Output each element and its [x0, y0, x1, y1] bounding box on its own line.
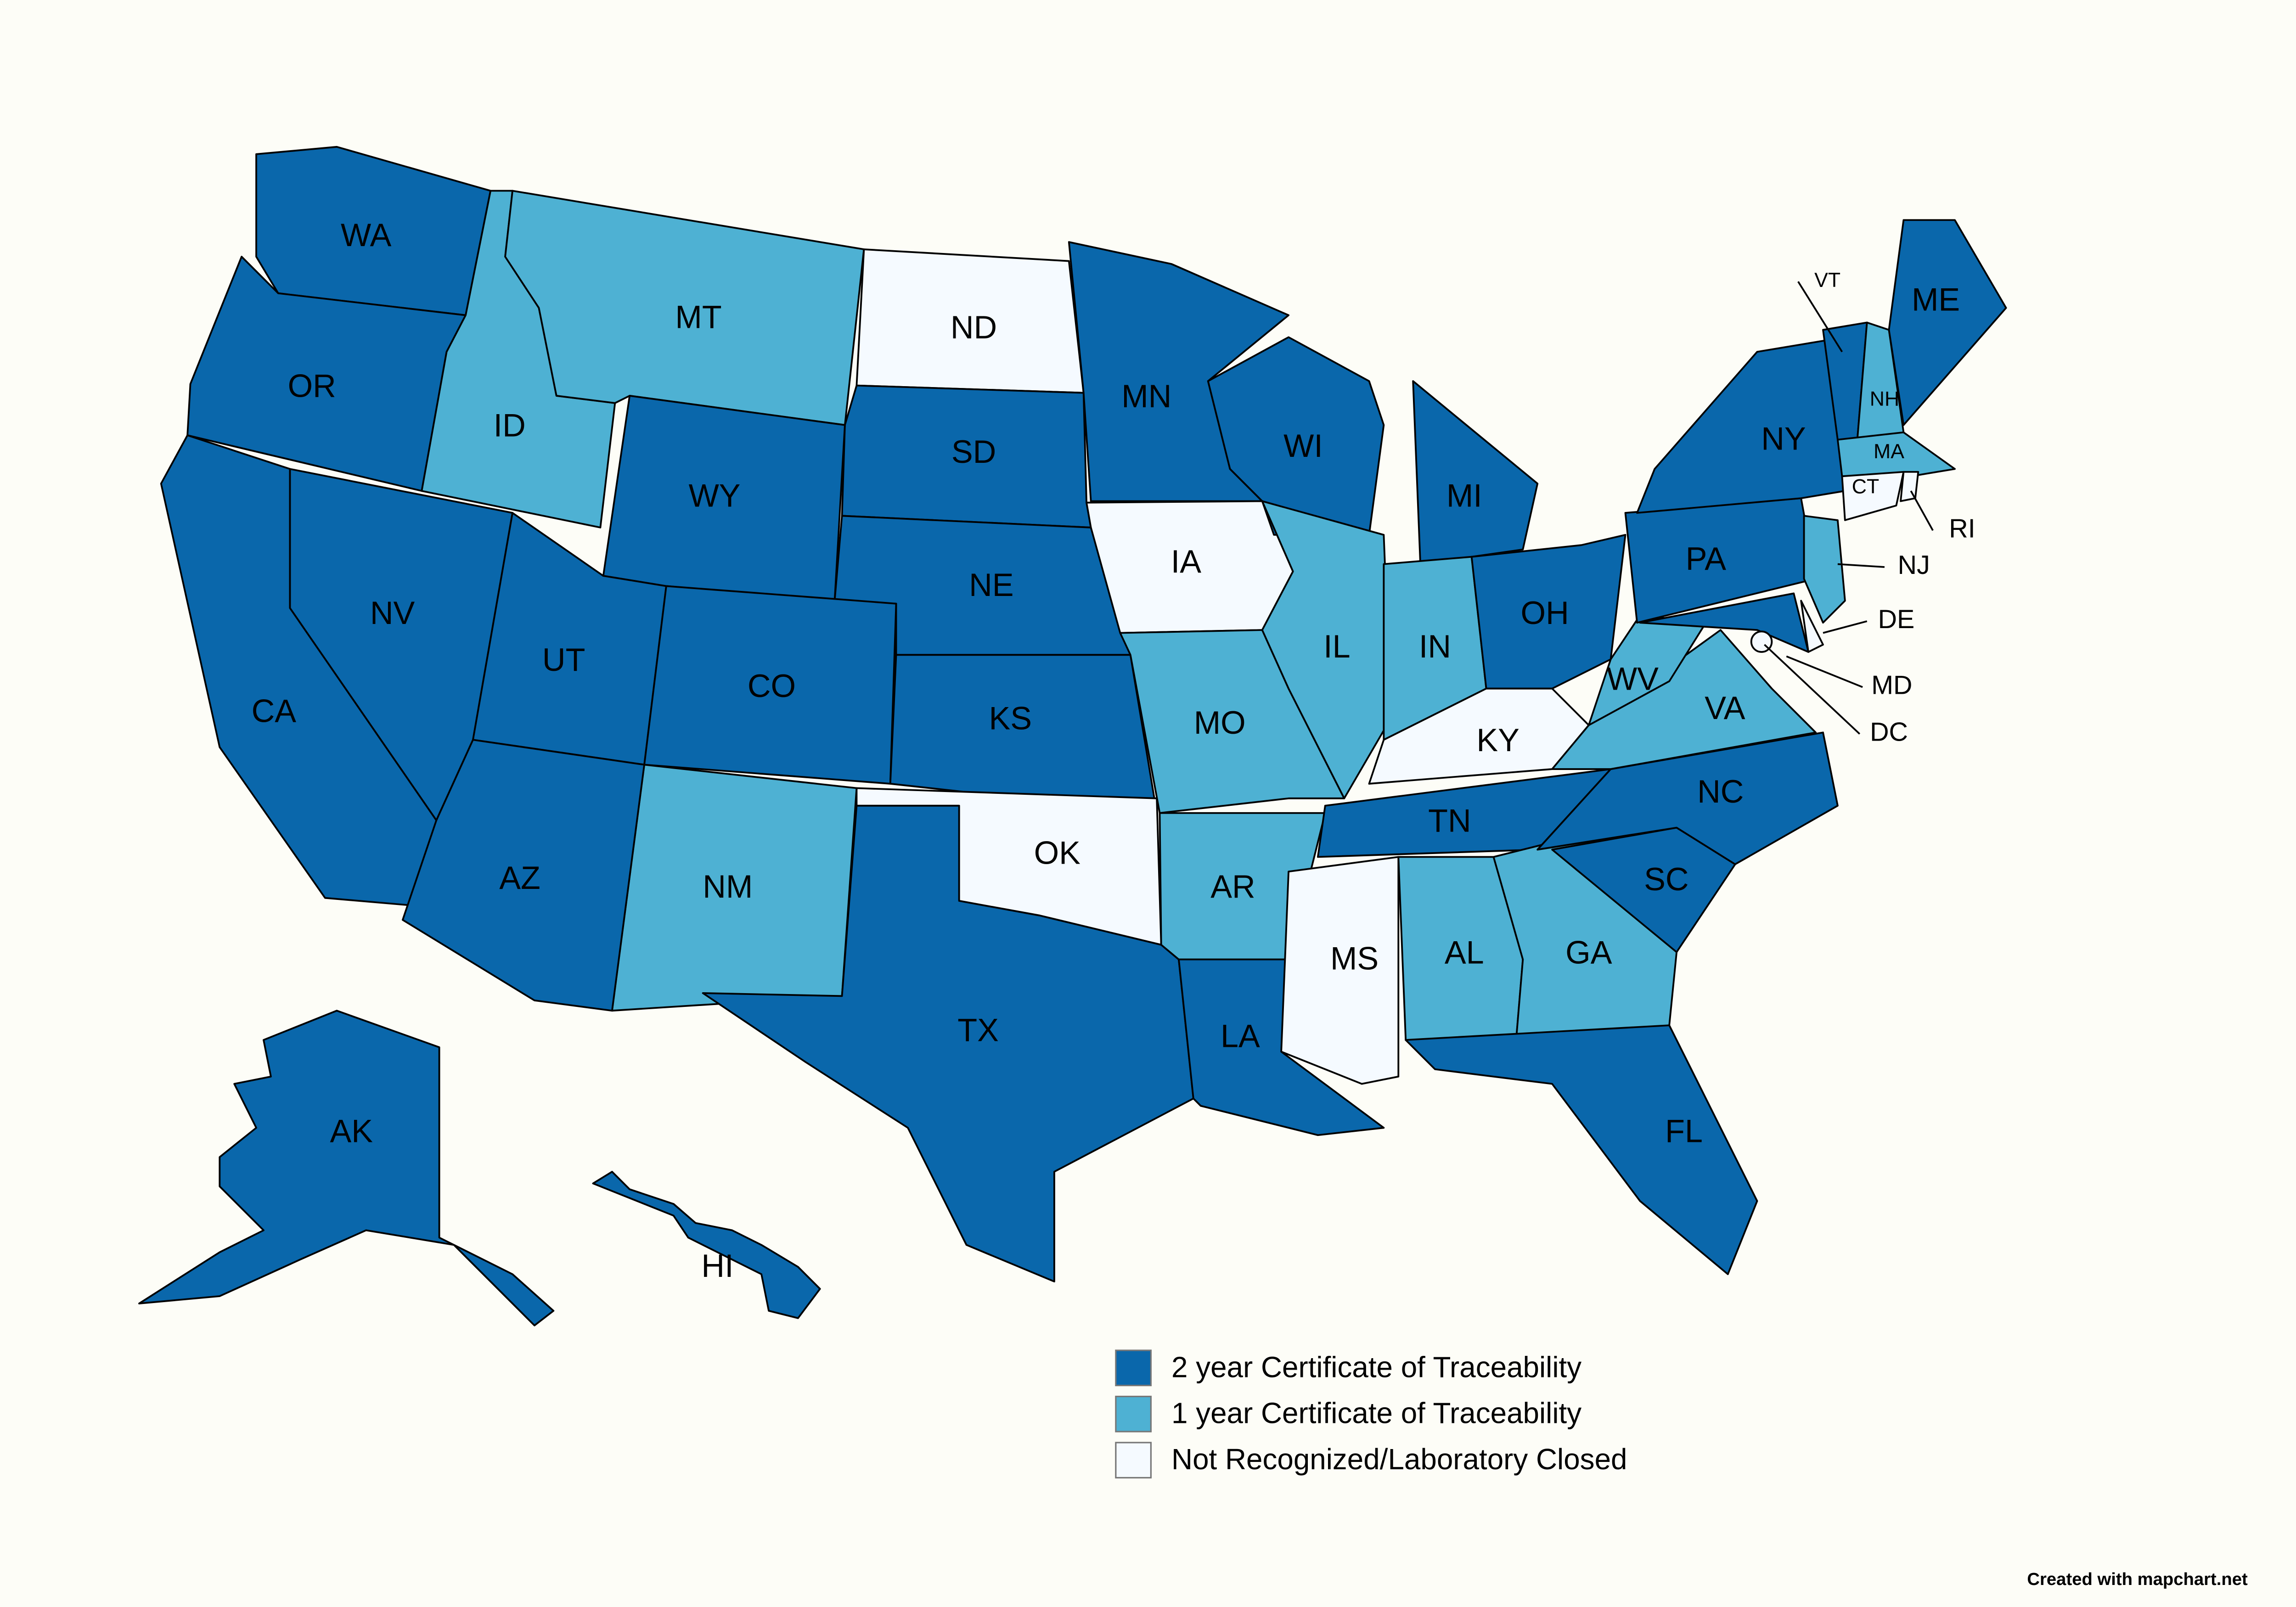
leader-line [1837, 563, 1885, 568]
state-label: SC [1644, 861, 1688, 897]
leader-line [1910, 490, 1934, 531]
state-label: IA [1171, 543, 1201, 579]
state-label: MN [1121, 378, 1171, 414]
state-shape [1837, 431, 1956, 478]
state-label: OR [288, 368, 336, 404]
state-label: OK [1034, 835, 1080, 871]
leader-line [1786, 655, 1863, 688]
state-shape [138, 1010, 555, 1326]
state-label: WV [1607, 660, 1659, 697]
state-label: NM [703, 868, 753, 905]
state-label: KY [1476, 722, 1519, 758]
state-shape [1412, 380, 1539, 565]
state-shape [504, 190, 865, 426]
leader-line [1764, 644, 1861, 735]
state-label: MT [675, 299, 721, 335]
state-label: FL [1665, 1113, 1703, 1149]
leader-line [1797, 281, 1843, 353]
state-label: HI [701, 1247, 733, 1284]
state-label: TN [1428, 803, 1471, 839]
legend: 2 year Certificate of Traceability 1 year… [1115, 1349, 1627, 1479]
state-label: MI [1446, 478, 1482, 514]
state-label: MD [1871, 671, 1912, 700]
state-label: VT [1814, 269, 1840, 292]
credit: Created with mapchart.net [2027, 1569, 2248, 1589]
state-label: NH [1870, 388, 1899, 410]
state-label: ND [951, 309, 997, 345]
state-label: IL [1323, 628, 1351, 664]
state-label: DE [1878, 605, 1915, 634]
state-label: MO [1194, 704, 1246, 741]
state-label: NE [969, 567, 1013, 603]
state-shape [1280, 856, 1400, 1085]
state-label: AL [1445, 934, 1484, 971]
state-label: WI [1283, 427, 1323, 464]
state-label: MS [1330, 940, 1379, 976]
state-shape [1800, 600, 1824, 653]
state-label: IN [1419, 628, 1451, 664]
state-shape [1888, 219, 2007, 426]
state-label: UT [542, 641, 585, 678]
state-shapes [138, 146, 2007, 1326]
legend-label: Not Recognized/Laboratory Closed [1171, 1443, 1627, 1476]
legend-swatch [1115, 1395, 1152, 1433]
state-label: AR [1210, 868, 1255, 905]
state-shape [702, 804, 1194, 1283]
state-label: VA [1705, 690, 1745, 726]
state-label: DC [1870, 718, 1908, 747]
state-label: OH [1521, 595, 1569, 631]
state-label: PA [1686, 540, 1727, 577]
state-label: KS [989, 700, 1032, 736]
state-label: CA [252, 692, 297, 729]
state-label: NJ [1898, 551, 1930, 580]
state-label: ID [494, 407, 526, 444]
state-label: NY [1761, 420, 1806, 456]
state-label: CT [1852, 476, 1880, 498]
state-label: NC [1697, 773, 1744, 809]
state-label: MA [1874, 440, 1904, 463]
state-label: LA [1221, 1017, 1260, 1054]
state-shape [1803, 515, 1846, 624]
state-labels: WA OR ID MT ND SD WY NE NV CA UT CO KS OK NM AZ TX MN IA MO… [252, 217, 1975, 1284]
legend-swatch [1115, 1349, 1152, 1387]
state-label: ME [1912, 281, 1960, 317]
legend-swatch [1115, 1442, 1152, 1479]
state-label: AZ [499, 860, 540, 896]
state-label: NV [370, 595, 415, 631]
legend-label: 1 year Certificate of Traceability [1171, 1397, 1581, 1430]
state-shape [592, 1171, 821, 1319]
state-label: GA [1565, 934, 1612, 971]
state-label: AK [330, 1113, 373, 1149]
state-shape [1841, 471, 1905, 521]
state-shape [1900, 471, 1919, 502]
state-shape [1405, 1024, 1758, 1275]
state-label: RI [1949, 514, 1975, 543]
state-label: TX [957, 1012, 999, 1048]
legend-label: 2 year Certificate of Traceability [1171, 1350, 1581, 1383]
leader-line [1823, 620, 1868, 634]
state-label: WY [689, 478, 741, 514]
state-shape [402, 739, 645, 1012]
state-label: SD [951, 433, 996, 470]
state-label: CO [748, 668, 796, 704]
state-label: WA [341, 217, 392, 253]
